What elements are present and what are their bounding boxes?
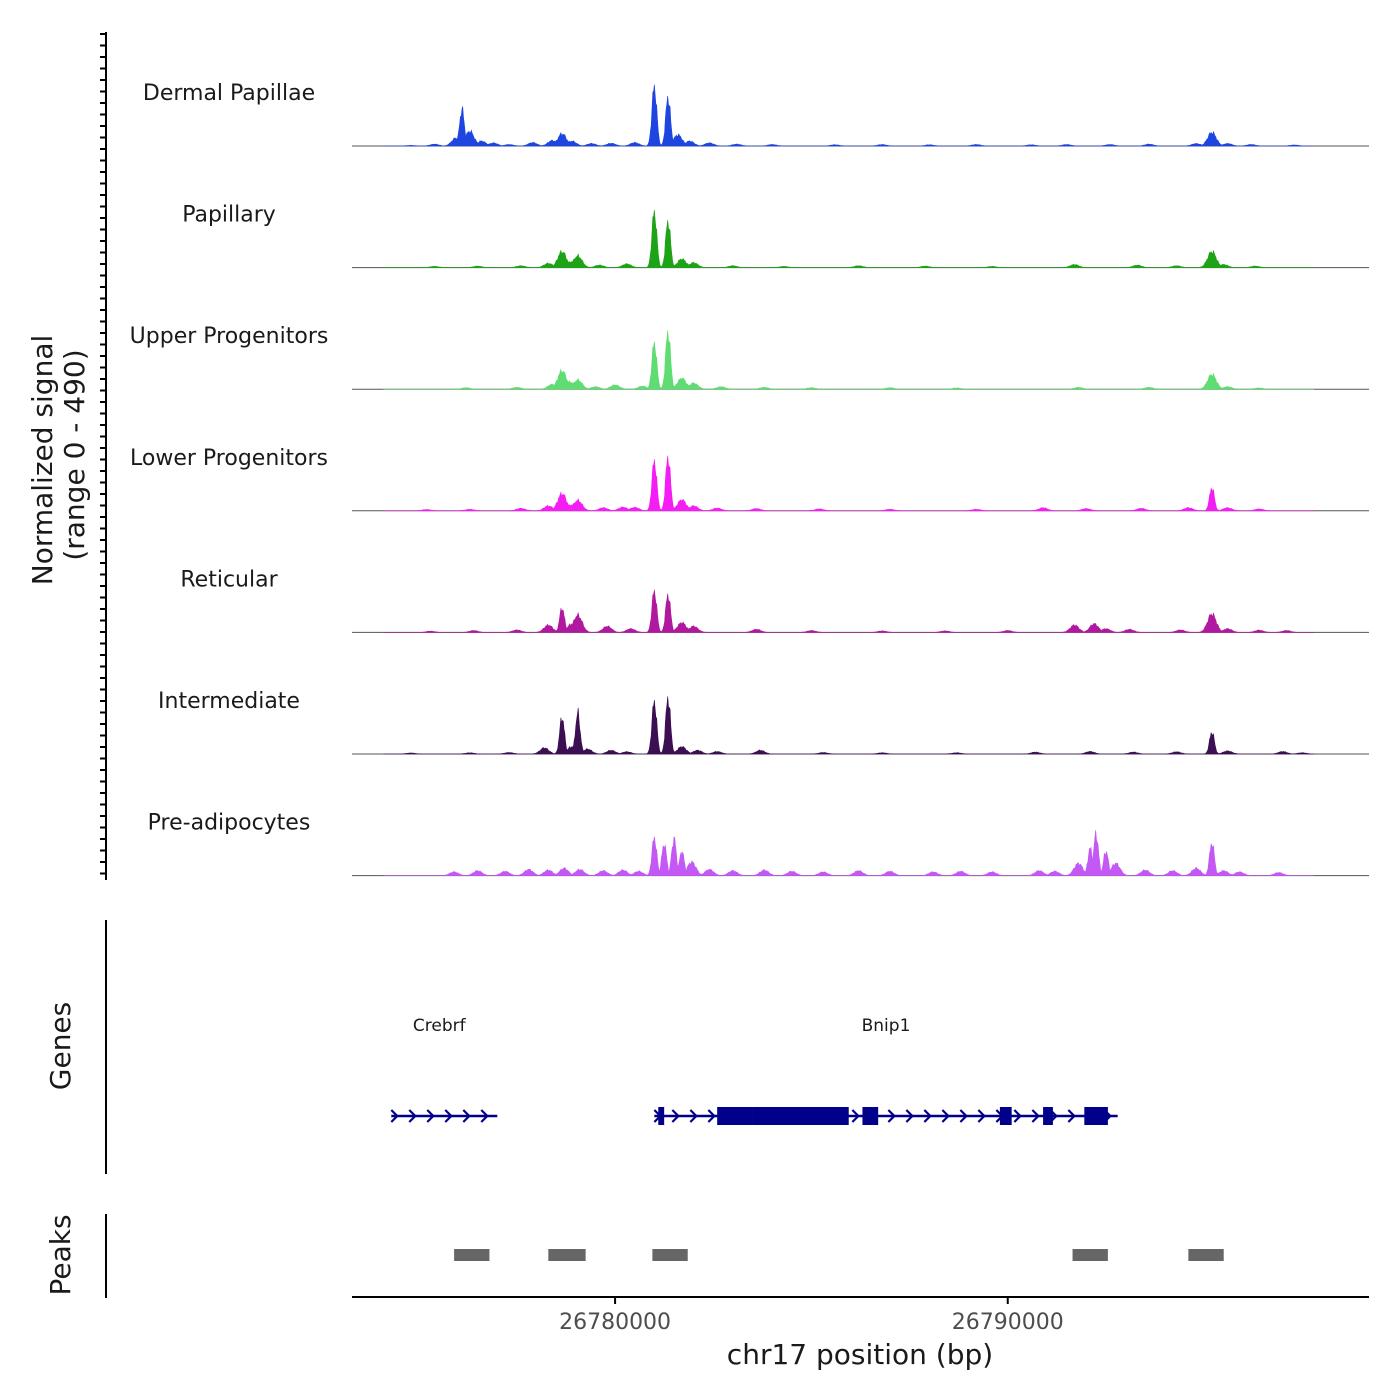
track-label: Dermal Papillae [143,81,315,106]
track-label: Pre-adipocytes [148,811,311,836]
strand-arrow [390,1109,399,1123]
strand-arrow [671,1109,680,1123]
coverage-ylabel-line1: Normalized signal [26,335,59,586]
exon [1043,1107,1053,1125]
strand-arrow [707,1109,716,1123]
track-label: Papillary [182,203,276,228]
coverage-area [383,330,1314,390]
gene-label: Bnip1 [862,1016,911,1036]
strand-arrow [444,1109,453,1123]
strand-arrow [408,1109,417,1123]
track-label: Intermediate [158,689,300,714]
strand-arrow [887,1109,896,1123]
genes-ylabel: Genes [44,1002,77,1090]
coverage-track: Pre-adipocytes [148,811,1369,877]
coverage-area [383,830,1314,876]
track-label: Upper Progenitors [130,324,329,349]
coverage-track: Intermediate [158,689,1369,755]
coverage-ylabel-line2: (range 0 - 490) [58,349,91,560]
strand-arrow [941,1109,950,1123]
coverage-area [383,84,1314,147]
coverage-track: Dermal Papillae [143,81,1369,147]
peak-regions [454,1249,1224,1261]
strand-arrow [977,1109,986,1123]
exon [717,1107,753,1125]
x-axis-label: chr17 position (bp) [727,1338,993,1371]
coverage-area [383,455,1314,512]
strand-arrow [905,1109,914,1123]
x-tick-label: 26780000 [559,1310,671,1335]
gene: Crebrf [390,1016,498,1123]
strand-arrow [1067,1109,1076,1123]
coverage-area [383,589,1314,633]
exon [658,1107,665,1125]
x-axis-ticks: 26780000 26790000 [559,1297,1064,1335]
track-label: Lower Progenitors [130,446,328,471]
coverage-track: Upper Progenitors [130,324,1369,390]
peak-region [652,1249,688,1261]
exon [1084,1107,1108,1125]
gene: Bnip1 [653,1016,1118,1125]
strand-arrow [480,1109,489,1123]
track-label: Reticular [180,567,278,592]
peaks-ylabel: Peaks [44,1214,77,1295]
coverage-area [383,209,1314,268]
coverage-track: Lower Progenitors [130,446,1369,512]
coverage-y-axis-ticks [100,33,106,875]
peak-region [1072,1249,1108,1261]
peak-region [548,1249,586,1261]
coverage-tracks: Dermal Papillae Papillary Upper Progenitor… [130,81,1369,877]
strand-arrow [689,1109,698,1123]
strand-arrow [851,1109,860,1123]
peak-region [1188,1249,1224,1261]
coverage-track: Reticular [180,567,1369,633]
exon [752,1107,849,1125]
gene-label: Crebrf [413,1016,467,1036]
exon [862,1107,879,1125]
strand-arrow [426,1109,435,1123]
strand-arrow [1013,1109,1022,1123]
strand-arrow [1031,1109,1040,1123]
coverage-area [383,696,1314,755]
gene-annotations: Crebrf Bnip1 [390,1016,1118,1125]
strand-arrow [923,1109,932,1123]
strand-arrow [462,1109,471,1123]
strand-arrow [959,1109,968,1123]
coverage-track: Papillary [182,203,1369,269]
x-tick-label: 26790000 [952,1310,1064,1335]
peak-region [454,1249,490,1261]
exon [999,1107,1012,1125]
